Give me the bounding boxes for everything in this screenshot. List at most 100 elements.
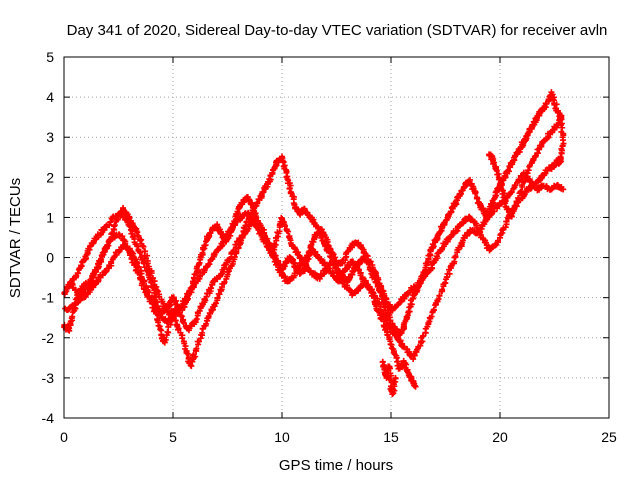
data-point — [503, 218, 510, 225]
data-point — [141, 278, 148, 285]
data-point — [216, 291, 223, 298]
data-point — [144, 260, 151, 267]
data-point — [281, 274, 288, 281]
data-point — [242, 222, 249, 229]
data-point — [97, 257, 104, 264]
data-point — [190, 351, 197, 358]
data-point — [239, 232, 246, 239]
data-point — [550, 96, 557, 103]
data-point — [108, 231, 115, 238]
data-point — [544, 167, 551, 174]
data-point — [279, 216, 286, 223]
data-point — [345, 262, 352, 269]
data-point — [345, 263, 352, 270]
data-point — [95, 261, 102, 268]
data-point — [107, 219, 114, 226]
y-axis-label: SDTVAR / TECUs — [7, 178, 24, 298]
data-point — [196, 338, 203, 345]
data-point — [365, 283, 372, 290]
data-marks — [61, 89, 567, 398]
data-point — [260, 189, 267, 196]
series-track-c — [61, 153, 565, 334]
data-point — [234, 208, 241, 215]
data-point — [515, 177, 522, 184]
data-point — [137, 249, 144, 256]
data-point — [434, 250, 441, 257]
data-point — [207, 310, 214, 317]
data-point — [315, 225, 322, 232]
data-point — [164, 328, 171, 335]
data-point — [155, 288, 162, 295]
axes: 0 5 10 15 20 25 -4 -3 -2 -1 0 1 2 3 4 5 — [42, 49, 617, 445]
y-tick-label: 2 — [46, 169, 54, 185]
data-point — [404, 369, 411, 376]
y-tick-label: -2 — [42, 330, 55, 346]
data-point — [538, 142, 545, 149]
data-point — [128, 230, 135, 237]
data-point — [409, 295, 416, 302]
data-point — [442, 280, 449, 287]
data-point — [203, 320, 210, 327]
data-point — [439, 286, 446, 293]
data-point — [558, 150, 565, 157]
data-point — [411, 382, 418, 389]
data-point — [518, 188, 525, 195]
data-point — [270, 254, 277, 261]
data-point — [430, 306, 437, 313]
data-point — [472, 190, 479, 197]
data-point — [392, 374, 399, 381]
data-point — [375, 276, 382, 283]
y-tick-label: 0 — [46, 250, 54, 266]
data-point — [138, 274, 145, 281]
data-point — [495, 176, 502, 183]
data-point — [193, 316, 200, 323]
data-point — [452, 253, 459, 260]
data-point — [212, 300, 219, 307]
data-point — [187, 362, 194, 369]
x-tick-label: 5 — [169, 429, 177, 445]
data-point — [428, 313, 435, 320]
data-point — [150, 298, 157, 305]
data-point — [134, 264, 141, 271]
x-tick-label: 10 — [274, 429, 290, 445]
data-point — [525, 167, 532, 174]
data-point — [285, 228, 292, 235]
data-point — [559, 124, 566, 131]
data-point — [389, 391, 396, 398]
data-point — [121, 237, 128, 244]
data-point — [184, 350, 191, 357]
y-tick-label: 3 — [46, 129, 54, 145]
data-point — [137, 237, 144, 244]
data-point — [271, 240, 278, 247]
data-point — [390, 386, 397, 393]
data-point — [458, 187, 465, 194]
x-tick-label: 20 — [492, 429, 508, 445]
data-point — [553, 158, 560, 165]
data-point — [307, 242, 314, 249]
data-point — [500, 194, 507, 201]
x-tick-label: 15 — [383, 429, 399, 445]
data-point — [208, 285, 215, 292]
x-tick-label: 25 — [601, 429, 617, 445]
data-point — [157, 326, 164, 333]
data-point — [206, 261, 213, 268]
chart-title: Day 341 of 2020, Sidereal Day-to-day VTE… — [67, 22, 608, 39]
y-tick-label: -4 — [42, 410, 55, 426]
data-point — [288, 190, 295, 197]
data-point — [172, 317, 179, 324]
y-tick-label: 1 — [46, 209, 54, 225]
data-point — [410, 356, 417, 363]
y-tick-label: -3 — [42, 370, 55, 386]
data-point — [178, 313, 185, 320]
data-point — [180, 301, 187, 308]
y-tick-label: 5 — [46, 49, 54, 65]
data-point — [435, 296, 442, 303]
data-point — [74, 270, 81, 277]
data-point — [140, 243, 147, 250]
data-point — [92, 268, 99, 275]
grid — [64, 57, 609, 418]
data-point — [419, 333, 426, 340]
data-point — [513, 199, 520, 206]
data-point — [109, 229, 116, 236]
